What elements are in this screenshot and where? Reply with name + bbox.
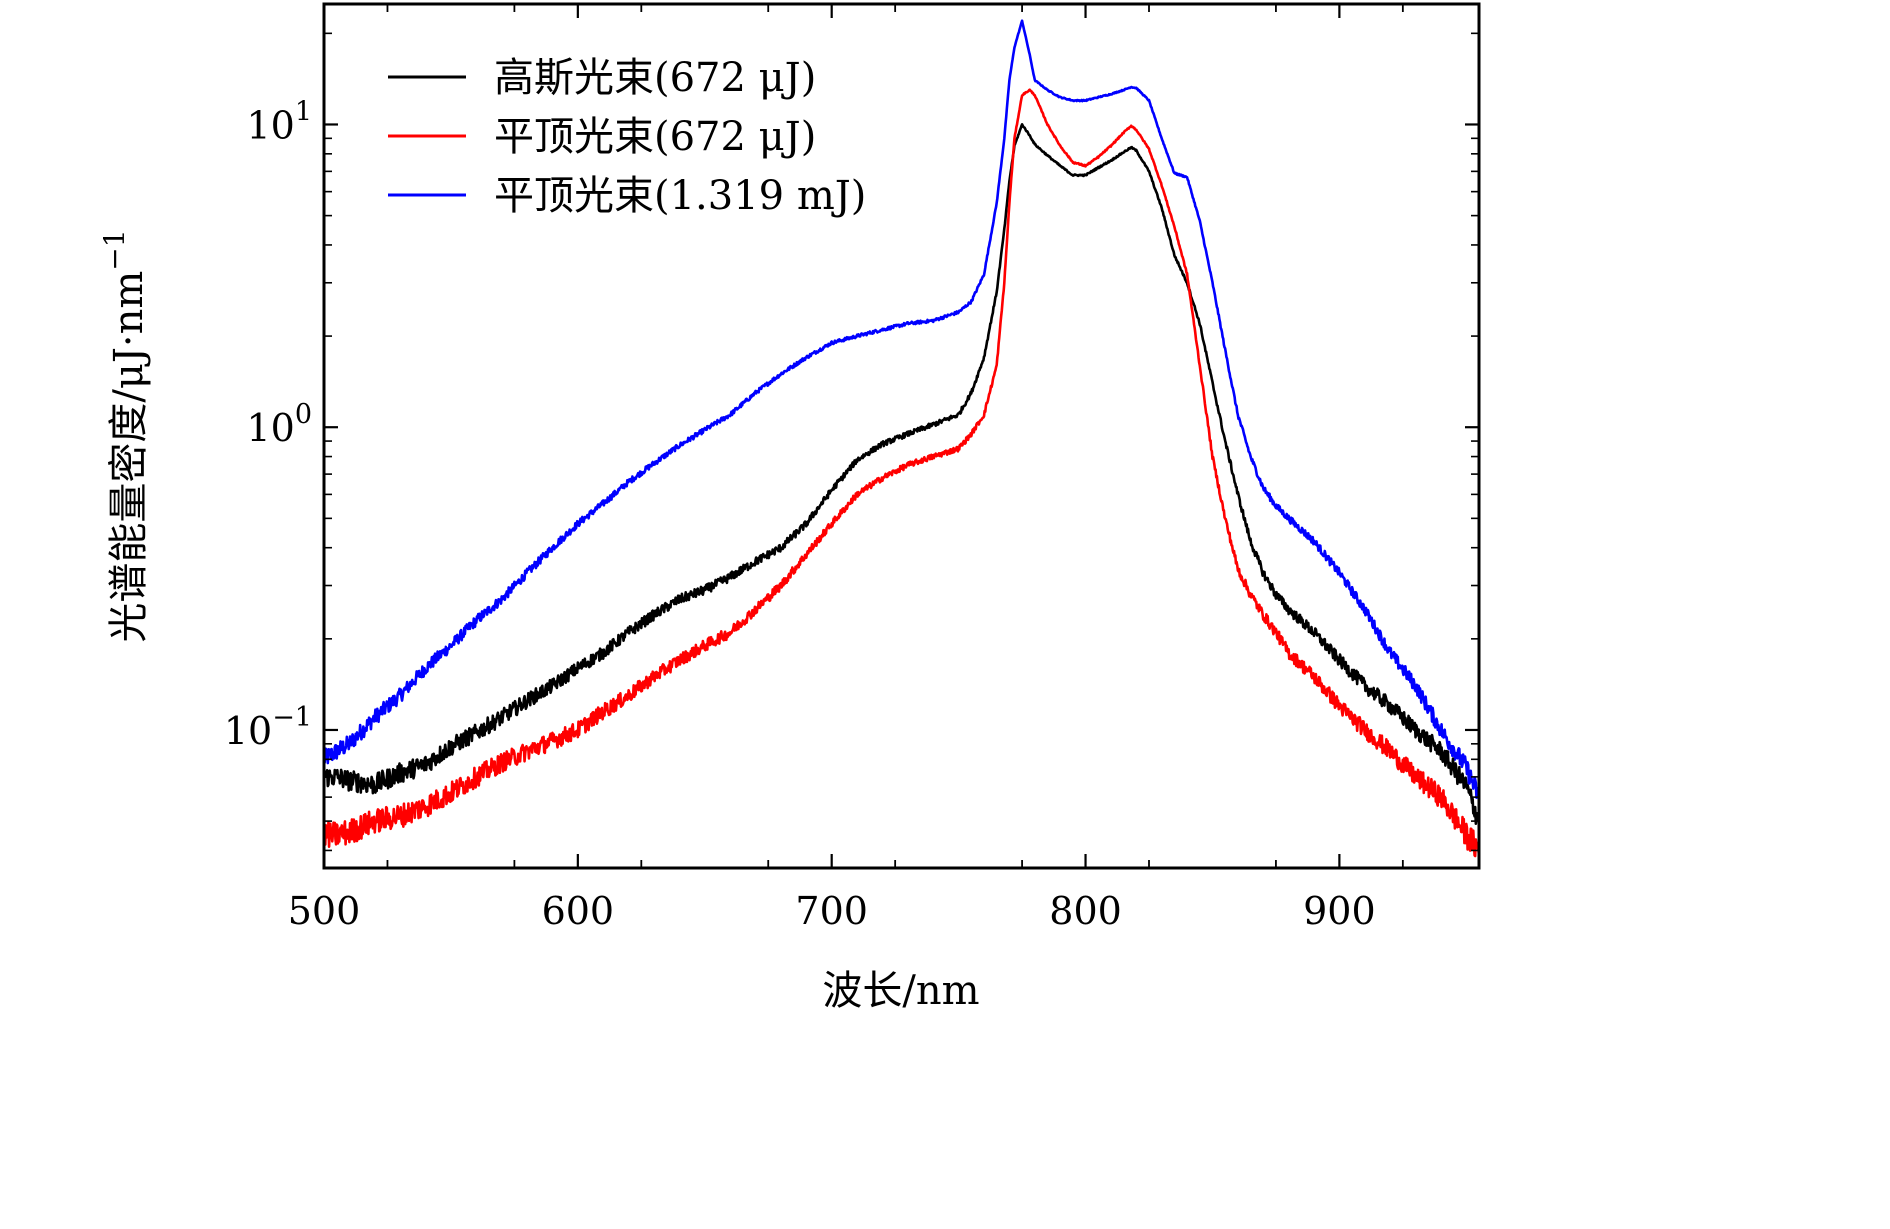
x-axis-label: 波长/nm	[822, 968, 979, 1014]
legend-label-2: 平顶光束(672 μJ)	[494, 114, 816, 160]
series-layer	[322, 19, 1481, 858]
chart-background	[0, 0, 1553, 1026]
spectrum-chart: 500 600 700 800 900 10−1 100 101 波长/nm 光谱能量密度/μ…	[0, 0, 1553, 1026]
x-tick-label-600: 600	[542, 889, 615, 933]
chart-container: 500 600 700 800 900 10−1 100 101 波长/nm 光谱能量密度/μ…	[0, 0, 1553, 1026]
y-tick-label-−1: 10−1	[224, 702, 312, 753]
legend-label-3: 平顶光束(1.319 mJ)	[494, 173, 866, 219]
legend: 高斯光束(672 μJ) 平顶光束(672 μJ) 平顶光束(1.319 mJ)	[388, 55, 866, 219]
x-tick-label-700: 700	[795, 889, 868, 933]
x-tick-label-800: 800	[1049, 889, 1122, 933]
y-tick-label-0: 100	[246, 399, 312, 450]
y-axis-label-superscript: −1	[98, 229, 131, 270]
x-tick-label-900: 900	[1303, 889, 1376, 933]
plot-frame	[322, 2, 1481, 870]
y-axis-label: 光谱能量密度/μJ·nm−1	[98, 229, 152, 642]
y-axis-label-main: 光谱能量密度/μJ·nm	[106, 271, 152, 643]
y-tick-label-1: 101	[246, 96, 312, 147]
series-line-1	[322, 123, 1481, 826]
ticks-layer: 500 600 700 800 900 10−1 100 101	[224, 4, 1479, 933]
legend-label-1: 高斯光束(672 μJ)	[494, 55, 816, 101]
x-tick-label-500: 500	[288, 889, 361, 933]
series-line-2	[322, 88, 1481, 858]
labels-layer: 波长/nm 光谱能量密度/μJ·nm−1	[98, 229, 980, 1014]
series-line-3	[322, 19, 1481, 803]
